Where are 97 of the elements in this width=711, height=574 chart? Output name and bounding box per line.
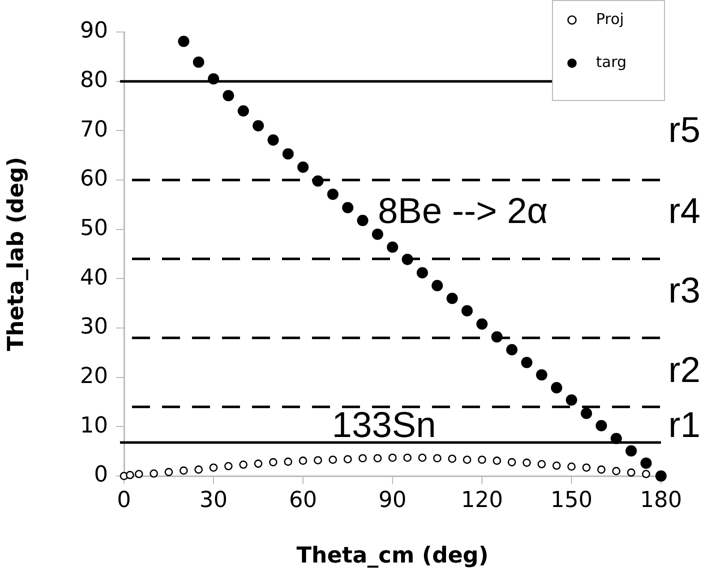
point [432, 280, 443, 292]
point [344, 455, 352, 464]
point [448, 454, 456, 463]
point [358, 454, 367, 462]
point [372, 228, 384, 240]
y-tick-label: 10 [80, 413, 108, 438]
point [446, 292, 458, 304]
point [180, 466, 188, 475]
point [461, 305, 473, 316]
point [224, 462, 233, 470]
x-tick-label: 150 [550, 488, 592, 513]
legend-label: Proj [596, 10, 624, 28]
point [597, 465, 606, 474]
point [492, 456, 502, 465]
point [209, 463, 218, 472]
point [627, 468, 636, 477]
point [268, 134, 279, 146]
point [192, 56, 204, 68]
point [388, 454, 397, 462]
point [252, 120, 264, 132]
point [222, 90, 234, 102]
point [164, 468, 173, 476]
x-tick-label: 120 [461, 488, 503, 513]
point [314, 456, 322, 464]
point [238, 105, 249, 117]
point [655, 470, 667, 482]
point [284, 458, 292, 466]
point [194, 465, 203, 474]
point [566, 394, 578, 406]
point [297, 162, 309, 173]
point [550, 382, 562, 394]
point [134, 470, 144, 478]
point [402, 254, 414, 266]
point [328, 456, 337, 464]
point [433, 454, 442, 462]
point [208, 73, 220, 85]
point [612, 466, 620, 476]
legend-label: targ [596, 53, 626, 72]
point [312, 175, 324, 187]
point [418, 454, 426, 462]
x-axis-title: Theta_cm (deg) [296, 544, 489, 569]
point [522, 458, 531, 467]
point [552, 461, 561, 470]
point [178, 36, 190, 48]
point [521, 356, 532, 368]
point [327, 188, 338, 200]
y-tick-label: 40 [80, 265, 108, 290]
point [580, 408, 592, 419]
point [282, 148, 294, 160]
point [342, 202, 354, 214]
point [567, 462, 576, 471]
y-axis-title: Theta_lab (deg) [4, 156, 29, 352]
point [254, 460, 262, 468]
point [298, 456, 308, 465]
point [386, 241, 398, 253]
point [538, 460, 546, 468]
text: r1 [668, 404, 700, 445]
point [506, 344, 518, 356]
x-tick-label: 90 [378, 488, 406, 513]
text: r5 [668, 108, 700, 150]
point [508, 458, 516, 466]
point [416, 267, 428, 278]
x-tick-label: 30 [200, 488, 228, 513]
point [373, 454, 382, 462]
point [626, 445, 637, 456]
point [640, 458, 652, 469]
x-tick-label: 180 [640, 488, 682, 513]
point [126, 470, 134, 480]
y-tick-label: 90 [80, 18, 108, 44]
x-tick-label: 0 [117, 488, 131, 513]
y-tick-label: 50 [80, 216, 108, 242]
y-tick-label: 80 [80, 68, 108, 94]
text: r2 [668, 348, 700, 390]
text: r3 [668, 270, 700, 311]
point [403, 454, 412, 462]
point [536, 369, 548, 381]
point [150, 469, 158, 478]
y-tick-label: 70 [80, 117, 108, 142]
point [476, 318, 488, 330]
point [239, 460, 248, 469]
point [596, 420, 607, 432]
point [269, 458, 278, 466]
y-tick-label: 30 [80, 314, 108, 340]
y-tick-label: 20 [80, 364, 108, 390]
annotation: 133Sn [332, 404, 436, 445]
point [642, 470, 650, 478]
text: r4 [668, 190, 700, 231]
point [491, 331, 503, 343]
annotation: 8Be --> 2α [378, 190, 548, 231]
point [478, 456, 486, 464]
point [462, 456, 472, 464]
y-tick-label: 0 [94, 462, 108, 488]
x-tick-label: 60 [289, 488, 317, 513]
point [582, 463, 591, 472]
point [610, 432, 622, 444]
y-tick-label: 60 [80, 166, 108, 192]
point [357, 214, 368, 226]
